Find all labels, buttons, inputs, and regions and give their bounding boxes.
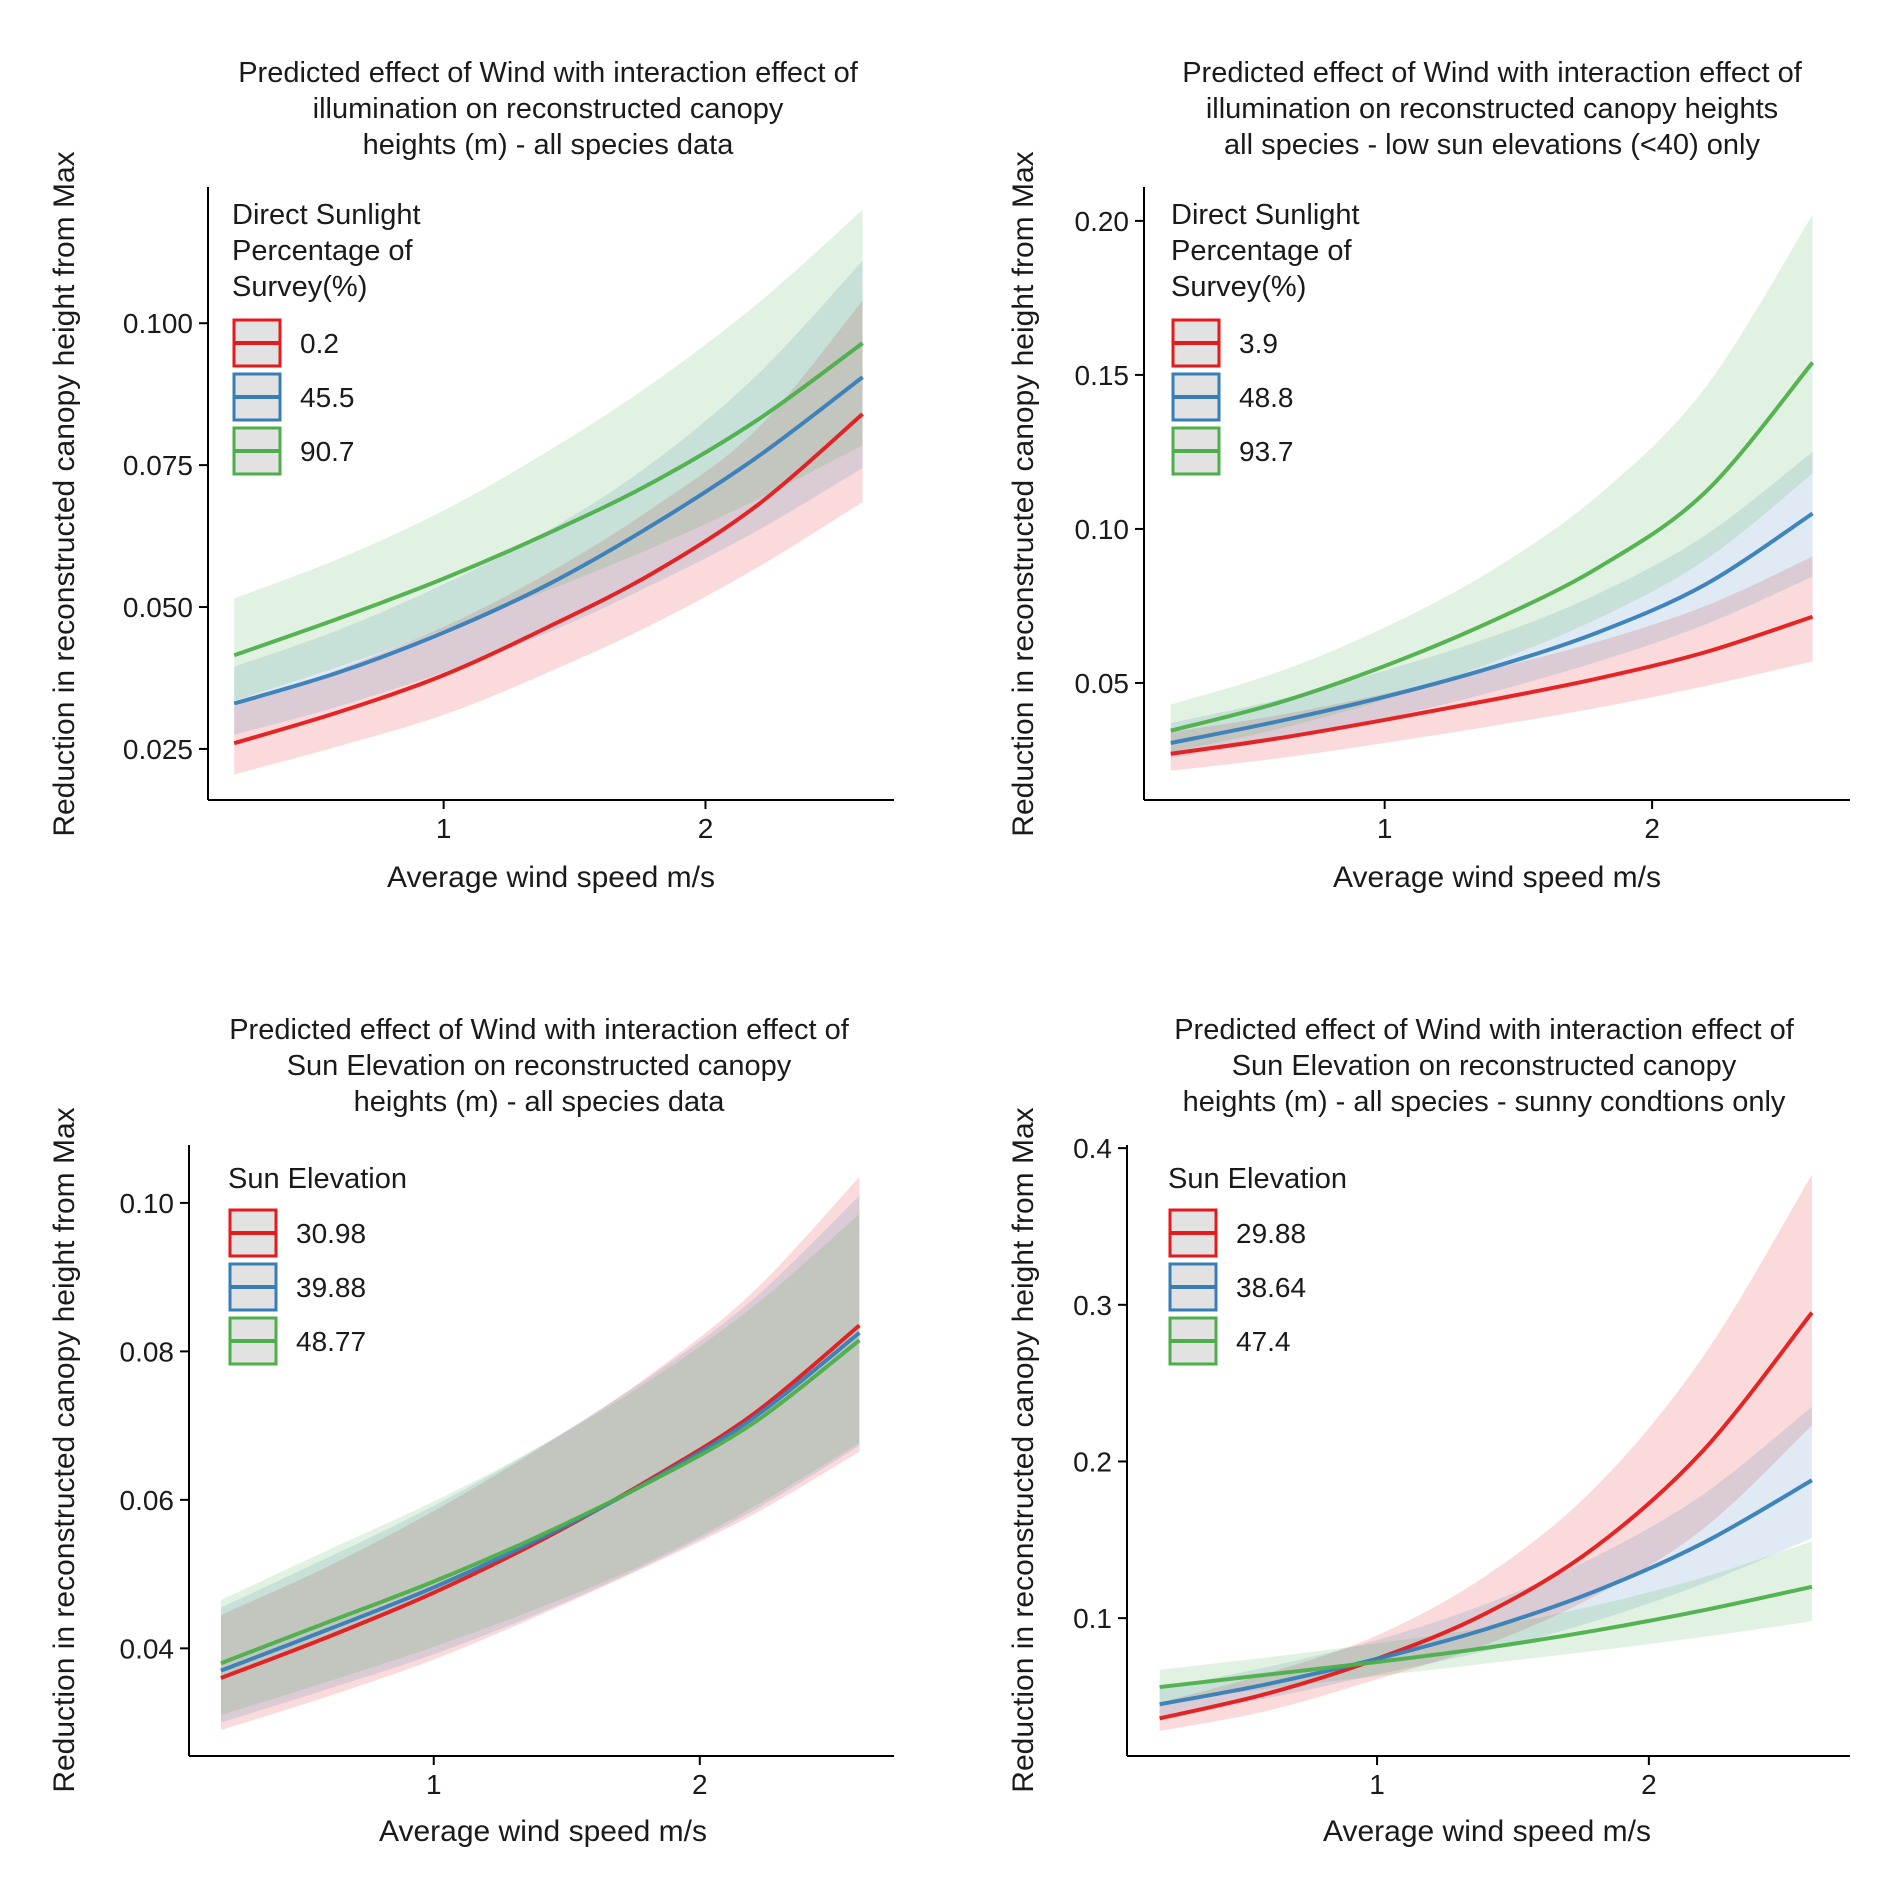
y-tick-label: 0.05 bbox=[1075, 668, 1130, 699]
legend-title: Direct Sunlight bbox=[1171, 199, 1360, 231]
legend-label-90.7: 90.7 bbox=[300, 436, 355, 467]
y-axis-label: Reduction in reconstructed canopy height… bbox=[1007, 151, 1040, 836]
series-line-0.2 bbox=[233, 412, 864, 746]
series-line-93.7 bbox=[1170, 361, 1815, 733]
x-tick-label: 2 bbox=[1641, 1769, 1657, 1800]
confidence-band-47.4 bbox=[1159, 1541, 1812, 1703]
legend-label-48.77: 48.77 bbox=[296, 1326, 366, 1357]
chart-title-line: heights (m) - all species - sunny condti… bbox=[1183, 1086, 1786, 1118]
legend-title: Survey(%) bbox=[1171, 271, 1306, 303]
y-tick-label: 0.20 bbox=[1075, 206, 1130, 237]
legend: Direct Sunlight Percentage of Survey(%) 0.… bbox=[232, 199, 421, 476]
series-line-39.88 bbox=[220, 1331, 861, 1673]
chart-title-line: all species - low sun elevations (<40) o… bbox=[1224, 129, 1760, 161]
series-line-45.5 bbox=[233, 375, 864, 706]
chart-panel-sun-elevation-all-species: Predicted effect of Wind with interactio… bbox=[48, 1014, 894, 1848]
legend-label-29.88: 29.88 bbox=[1236, 1218, 1306, 1249]
y-tick-label: 0.025 bbox=[123, 734, 193, 765]
x-tick-label: 1 bbox=[426, 1769, 442, 1800]
chart-panel-sun-elevation-sunny: Predicted effect of Wind with interactio… bbox=[1007, 1014, 1850, 1848]
confidence-band-48.77 bbox=[220, 1214, 860, 1716]
legend-label-39.88: 39.88 bbox=[296, 1272, 366, 1303]
series-line-48.8 bbox=[1170, 511, 1814, 745]
legend-label-3.9: 3.9 bbox=[1239, 328, 1278, 359]
y-tick-label: 0.075 bbox=[123, 450, 193, 481]
x-axis-label: Average wind speed m/s bbox=[379, 1815, 707, 1848]
chart-title-line: illumination on reconstructed canopy bbox=[313, 93, 784, 125]
legend-title: Percentage of bbox=[1171, 235, 1353, 267]
confidence-band-48.8 bbox=[1170, 451, 1813, 759]
y-tick-label: 0.100 bbox=[123, 308, 193, 339]
y-tick-label: 0.10 bbox=[1075, 514, 1130, 545]
chart-title-line: heights (m) - all species data bbox=[363, 129, 735, 161]
series-line-48.77 bbox=[220, 1338, 861, 1666]
x-tick-label: 1 bbox=[1369, 1769, 1385, 1800]
x-axis-label: Average wind speed m/s bbox=[1323, 1815, 1651, 1848]
x-axis-label: Average wind speed m/s bbox=[387, 861, 715, 894]
legend: Direct Sunlight Percentage of Survey(%) 3.… bbox=[1171, 199, 1360, 476]
chart-title-line: illumination on reconstructed canopy hei… bbox=[1206, 93, 1778, 125]
chart-title-line: Predicted effect of Wind with interactio… bbox=[1174, 1014, 1794, 1046]
confidence-band-38.64 bbox=[1159, 1406, 1812, 1717]
confidence-band-39.88 bbox=[220, 1195, 860, 1723]
y-tick-label: 0.15 bbox=[1075, 360, 1130, 391]
legend-title: Direct Sunlight bbox=[232, 199, 421, 231]
legend-title: Sun Elevation bbox=[1168, 1163, 1347, 1195]
y-tick-label: 0.06 bbox=[120, 1485, 175, 1516]
legend: Sun Elevation 30.98 39.88 48.77 bbox=[228, 1163, 407, 1366]
confidence-band-45.5 bbox=[234, 260, 863, 735]
chart-title-line: Predicted effect of Wind with interactio… bbox=[1182, 57, 1802, 89]
chart-title-line: Predicted effect of Wind with interactio… bbox=[229, 1014, 849, 1046]
legend-label-0.2: 0.2 bbox=[300, 328, 339, 359]
confidence-band-3.9 bbox=[1170, 556, 1813, 771]
legend-title: Sun Elevation bbox=[228, 1163, 407, 1195]
y-tick-label: 0.04 bbox=[120, 1633, 175, 1664]
x-tick-label: 1 bbox=[436, 813, 452, 844]
confidence-band-90.7 bbox=[234, 209, 863, 701]
confidence-band-30.98 bbox=[220, 1176, 860, 1731]
y-axis-label: Reduction in reconstructed canopy height… bbox=[1007, 1107, 1040, 1792]
legend-label-48.8: 48.8 bbox=[1239, 382, 1294, 413]
x-tick-label: 2 bbox=[692, 1769, 708, 1800]
x-axis-label: Average wind speed m/s bbox=[1333, 861, 1661, 894]
y-tick-label: 0.4 bbox=[1073, 1133, 1112, 1164]
chart-title-line: Sun Elevation on reconstructed canopy bbox=[1232, 1050, 1737, 1082]
y-tick-label: 0.10 bbox=[120, 1188, 175, 1219]
series-line-3.9 bbox=[1170, 614, 1814, 756]
x-tick-label: 2 bbox=[1644, 813, 1660, 844]
series-line-47.4 bbox=[1159, 1584, 1813, 1690]
chart-title-line: heights (m) - all species data bbox=[354, 1086, 726, 1118]
y-axis-label: Reduction in reconstructed canopy height… bbox=[48, 1107, 81, 1792]
chart-title-line: Sun Elevation on reconstructed canopy bbox=[287, 1050, 792, 1082]
legend-label-30.98: 30.98 bbox=[296, 1218, 366, 1249]
y-tick-label: 0.2 bbox=[1073, 1446, 1112, 1477]
confidence-band-29.88 bbox=[1159, 1174, 1812, 1731]
legend-label-45.5: 45.5 bbox=[300, 382, 355, 413]
y-tick-label: 0.3 bbox=[1073, 1290, 1112, 1321]
legend-title: Percentage of bbox=[232, 235, 414, 267]
confidence-band-0.2 bbox=[234, 300, 863, 775]
legend-label-38.64: 38.64 bbox=[1236, 1272, 1306, 1303]
chart-panel-illumination-low-sun: Predicted effect of Wind with interactio… bbox=[1007, 57, 1850, 894]
x-tick-label: 2 bbox=[698, 813, 714, 844]
y-tick-label: 0.1 bbox=[1073, 1603, 1112, 1634]
series-line-90.7 bbox=[233, 341, 864, 658]
x-tick-label: 1 bbox=[1377, 813, 1393, 844]
legend-title: Survey(%) bbox=[232, 271, 367, 303]
legend-label-93.7: 93.7 bbox=[1239, 436, 1294, 467]
series-line-38.64 bbox=[1159, 1478, 1813, 1707]
series-line-29.88 bbox=[1159, 1311, 1814, 1721]
chart-panel-illumination-all-species: Predicted effect of Wind with interactio… bbox=[48, 57, 894, 894]
confidence-band-93.7 bbox=[1170, 214, 1813, 753]
legend: Sun Elevation 29.88 38.64 47.4 bbox=[1168, 1163, 1347, 1366]
y-axis-label: Reduction in reconstructed canopy height… bbox=[48, 151, 81, 836]
legend-label-47.4: 47.4 bbox=[1236, 1326, 1291, 1357]
y-tick-label: 0.08 bbox=[120, 1336, 175, 1367]
y-tick-label: 0.050 bbox=[123, 592, 193, 623]
chart-title-line: Predicted effect of Wind with interactio… bbox=[238, 57, 858, 89]
